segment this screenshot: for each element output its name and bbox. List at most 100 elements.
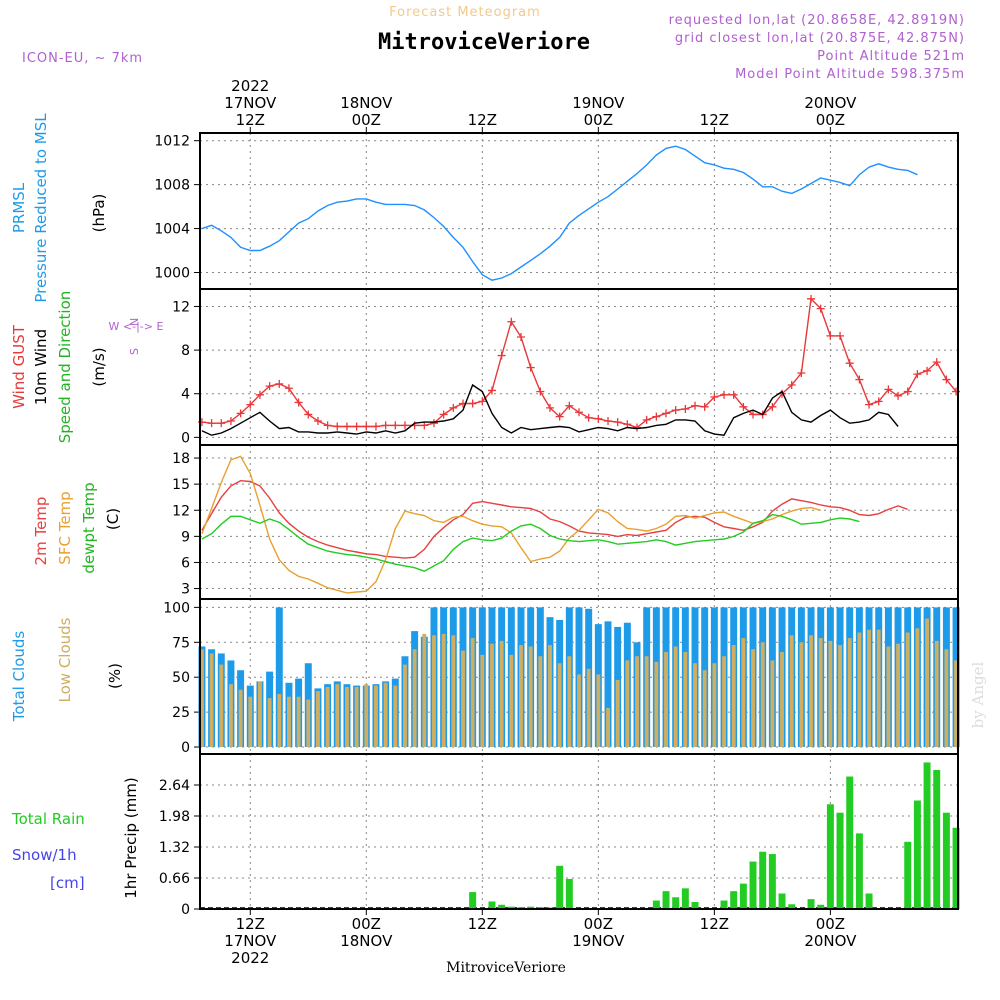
low-cloud-bar <box>480 654 485 748</box>
gust-marker <box>207 419 216 428</box>
low-cloud-bar <box>470 638 475 748</box>
rain-bar <box>913 800 921 909</box>
low-cloud-bar <box>847 638 852 748</box>
low-cloud-bar <box>664 652 668 748</box>
low-cloud-bar <box>780 652 784 748</box>
low-cloud-bar <box>374 685 378 748</box>
low-cloud-bar <box>509 654 514 748</box>
low-cloud-bar <box>615 679 620 748</box>
low-cloud-bar <box>538 656 543 748</box>
gust-marker <box>313 417 322 425</box>
wind-labels: Wind GUST 10m Wind Speed and Direction (… <box>10 291 163 444</box>
low-cloud-bar <box>577 674 581 748</box>
gust-marker <box>565 401 574 410</box>
gust-marker <box>836 331 845 340</box>
ytick-label: 18 <box>172 451 190 467</box>
series-line-sfc-temp <box>201 455 821 594</box>
rain-bar <box>662 891 670 909</box>
panel-temperature: 3 6 9 12 15 18 <box>172 444 959 600</box>
low-cloud-bar <box>934 640 939 748</box>
low-cloud-bar <box>693 663 697 748</box>
low-cloud-bar <box>412 649 417 748</box>
gust-marker <box>294 398 303 407</box>
temp2m-label: 2m Temp <box>32 497 50 566</box>
ytick-label: 1000 <box>154 266 190 282</box>
precip-unit: 1hr Precip (mm) <box>122 777 140 898</box>
ytick-label: 4 <box>181 387 190 403</box>
low-cloud-bar <box>818 638 823 748</box>
ytick-label: 1004 <box>154 222 190 238</box>
top-time-label: 2022 <box>231 77 269 95</box>
gust-marker <box>217 419 226 428</box>
gust-marker <box>826 331 835 340</box>
low-cloud-bar <box>799 642 804 748</box>
low-cloud-bar <box>490 643 494 748</box>
bottom-time-label: 20NOV <box>804 932 857 950</box>
location-title: MitroviceVeriore <box>378 30 590 55</box>
wind-dir-label: Speed and Direction <box>56 291 74 444</box>
gust-marker <box>584 413 593 422</box>
gust-marker <box>362 422 371 431</box>
gust-marker <box>874 397 883 406</box>
gust-marker <box>497 351 506 360</box>
top-time-label: 12Z <box>468 111 497 129</box>
series-line-2m-temp <box>201 479 908 559</box>
requested-coords: requested lon,lat (20.8658E, 42.8919N) <box>669 13 965 28</box>
closest-coords: grid closest lon,lat (20.875E, 42.875N) <box>675 31 965 46</box>
gust-marker <box>439 410 448 419</box>
gust-marker <box>642 415 651 424</box>
ytick-label: 0 <box>181 430 190 446</box>
low-cloud-bar <box>200 649 204 748</box>
low-cloud-bar <box>441 633 446 748</box>
series-line-10m-wind <box>201 383 899 436</box>
rain-bar <box>527 906 535 909</box>
gust-marker <box>545 403 554 412</box>
snow-label: Snow/1h <box>12 846 77 864</box>
bottom-time-label: 00Z <box>816 915 845 933</box>
sfc-label: SFC Temp <box>56 491 74 564</box>
low-cloud-bar <box>354 686 359 748</box>
rain-bar <box>691 901 699 909</box>
rain-label: Total Rain <box>11 810 85 828</box>
low-cloud-bar <box>586 668 591 748</box>
model-label: ICON-EU, ~ 7km <box>22 51 143 66</box>
footer-location: MitroviceVeriore <box>446 960 566 976</box>
low-cloud-bar <box>722 656 726 748</box>
low-cloud-bar <box>944 649 949 748</box>
gust-marker <box>710 393 719 401</box>
wind10-label: 10m Wind <box>32 329 50 405</box>
gust-marker <box>575 408 583 417</box>
low-cloud-bar <box>277 693 282 748</box>
gust-marker <box>923 366 932 375</box>
rain-bar <box>788 904 796 909</box>
gust-marker <box>894 391 903 400</box>
top-time-label: 17NOV <box>224 94 277 112</box>
ytick-label: 75 <box>172 635 190 651</box>
low-cloud-bar <box>335 684 340 748</box>
top-time-label: 19NOV <box>572 94 625 112</box>
gust-marker <box>652 412 661 421</box>
gust-marker <box>691 401 700 410</box>
rain-bar <box>846 776 854 909</box>
dew-label: dewpt Temp <box>80 482 98 573</box>
low-cloud-bar <box>625 660 630 748</box>
low-cloud-bar <box>209 653 214 748</box>
gust-marker <box>333 422 342 431</box>
top-time-label: 00Z <box>584 111 613 129</box>
low-cloud-bar <box>393 685 398 748</box>
series-line-pressure <box>201 145 918 281</box>
low-cloud-bar <box>954 660 958 748</box>
ytick-label: 6 <box>181 555 190 571</box>
ytick-label: 3 <box>181 582 190 598</box>
bottom-time-label: 17NOV <box>224 932 277 950</box>
ytick-label: 100 <box>163 600 190 616</box>
gust-marker <box>816 304 825 313</box>
low-cloud-bar <box>702 670 707 748</box>
gust-marker <box>323 421 332 430</box>
low-cloud-bar <box>654 661 659 748</box>
ytick-label: 1008 <box>154 178 190 194</box>
gust-marker <box>478 397 487 406</box>
point-altitude: Point Altitude 521m <box>817 49 965 64</box>
low-cloud-bar <box>461 650 465 748</box>
